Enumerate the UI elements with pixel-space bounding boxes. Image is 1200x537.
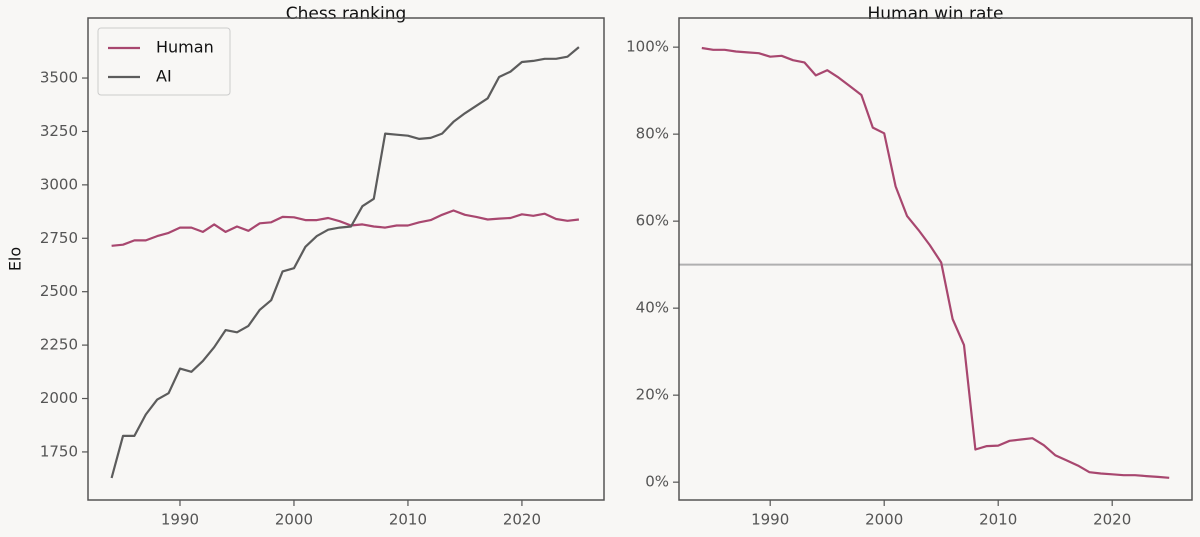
y-tick-label: 3500 xyxy=(40,69,78,87)
plot-frame xyxy=(678,17,1193,501)
x-tick-label: 1990 xyxy=(161,511,199,529)
plot-frame xyxy=(87,17,605,501)
y-tick-label: 20% xyxy=(636,386,669,404)
y-tick-label: 2250 xyxy=(40,336,78,354)
y-tick-label: 2000 xyxy=(40,389,78,407)
data-line xyxy=(111,209,580,247)
y-tick-label: 0% xyxy=(645,473,669,491)
y-tick-label: 1750 xyxy=(40,442,78,460)
x-tick-label: 1990 xyxy=(751,511,789,529)
x-tick-label: 2020 xyxy=(503,511,541,529)
y-tick-label: 3250 xyxy=(40,122,78,140)
chart-title: Human win rate xyxy=(867,4,1003,24)
y-axis-label: Elo xyxy=(6,247,25,271)
y-tick-label: 60% xyxy=(636,212,669,230)
legend-label: AI xyxy=(156,67,172,86)
x-tick-label: 2000 xyxy=(275,511,313,529)
chart-title: Chess ranking xyxy=(286,4,407,24)
y-tick-label: 2750 xyxy=(40,229,78,247)
x-tick-label: 2020 xyxy=(1093,511,1131,529)
data-line xyxy=(701,46,1170,479)
x-tick-label: 2010 xyxy=(979,511,1017,529)
legend-label: Human xyxy=(156,38,214,57)
legend-box xyxy=(97,27,231,96)
x-tick-label: 2010 xyxy=(389,511,427,529)
x-tick-label: 2000 xyxy=(865,511,903,529)
data-line xyxy=(110,46,580,479)
y-tick-label: 40% xyxy=(636,299,669,317)
y-tick-label: 100% xyxy=(626,38,669,56)
y-tick-label: 3000 xyxy=(40,175,78,193)
y-tick-label: 2500 xyxy=(40,282,78,300)
y-tick-label: 80% xyxy=(636,125,669,143)
